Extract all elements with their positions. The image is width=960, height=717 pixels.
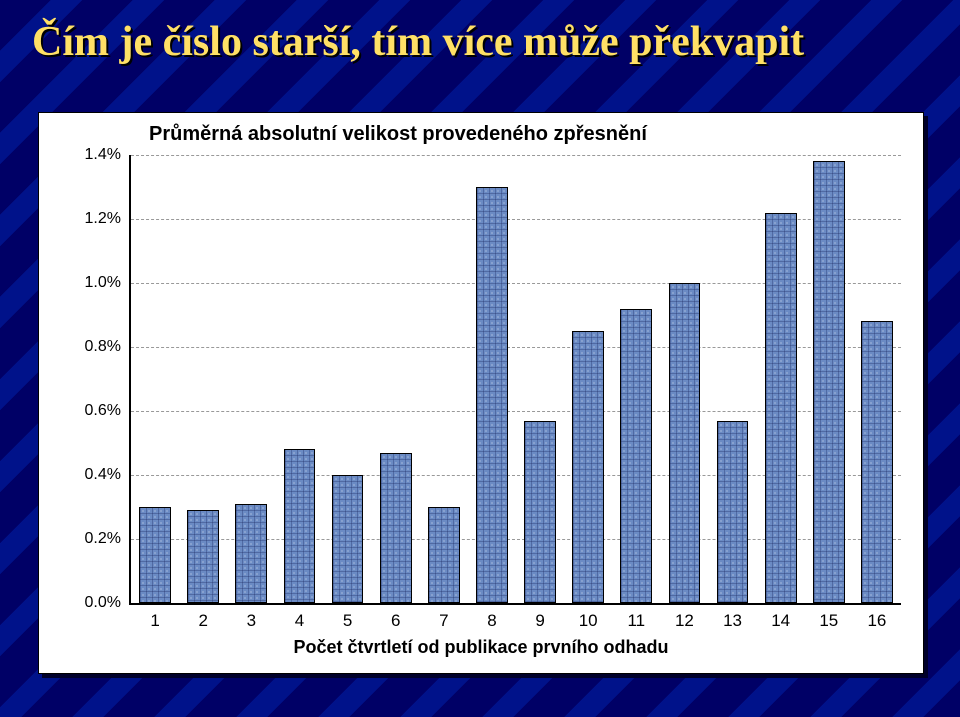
bar <box>813 161 845 603</box>
x-axis-label: 14 <box>771 611 790 631</box>
chart-x-axis-title: Počet čtvrtletí od publikace prvního odh… <box>39 637 923 658</box>
slide-frame: Čím je číslo starší, tím více může překv… <box>0 0 960 717</box>
x-axis-label: 3 <box>247 611 256 631</box>
x-axis-label: 1 <box>150 611 159 631</box>
bar <box>572 331 604 603</box>
grid-line <box>131 155 901 156</box>
bar <box>524 421 556 603</box>
bar <box>284 449 316 603</box>
y-axis-label: 0.6% <box>51 402 121 420</box>
x-axis-label: 5 <box>343 611 352 631</box>
bar <box>380 453 412 603</box>
y-axis-label: 0.2% <box>51 530 121 548</box>
slide-title: Čím je číslo starší, tím více může překv… <box>32 18 804 66</box>
bar <box>187 510 219 603</box>
x-axis-label: 6 <box>391 611 400 631</box>
bar <box>861 321 893 603</box>
x-axis-label: 8 <box>487 611 496 631</box>
bar <box>717 421 749 603</box>
y-axis-label: 1.2% <box>51 210 121 228</box>
bar <box>669 283 701 603</box>
y-axis-label: 0.4% <box>51 466 121 484</box>
x-axis-label: 10 <box>579 611 598 631</box>
x-axis-label: 4 <box>295 611 304 631</box>
y-axis-label: 0.8% <box>51 338 121 356</box>
x-axis-label: 9 <box>535 611 544 631</box>
x-axis-label: 2 <box>198 611 207 631</box>
x-axis-label: 7 <box>439 611 448 631</box>
bar <box>139 507 171 603</box>
chart-title: Průměrná absolutní velikost provedeného … <box>149 123 647 146</box>
bar <box>332 475 364 603</box>
x-axis-label: 15 <box>819 611 838 631</box>
bar <box>620 309 652 603</box>
x-axis-label: 16 <box>867 611 886 631</box>
bar <box>476 187 508 603</box>
x-axis-label: 11 <box>627 611 645 631</box>
bar <box>235 504 267 603</box>
x-axis-label: 13 <box>723 611 742 631</box>
bar <box>428 507 460 603</box>
y-axis-label: 1.4% <box>51 146 121 164</box>
chart-panel: Průměrná absolutní velikost provedeného … <box>38 112 924 674</box>
x-axis-label: 12 <box>675 611 694 631</box>
bar <box>765 213 797 603</box>
y-axis-label: 1.0% <box>51 274 121 292</box>
y-axis-label: 0.0% <box>51 594 121 612</box>
chart-plot-area: 0.0%0.2%0.4%0.6%0.8%1.0%1.2%1.4%12345678… <box>129 155 901 605</box>
